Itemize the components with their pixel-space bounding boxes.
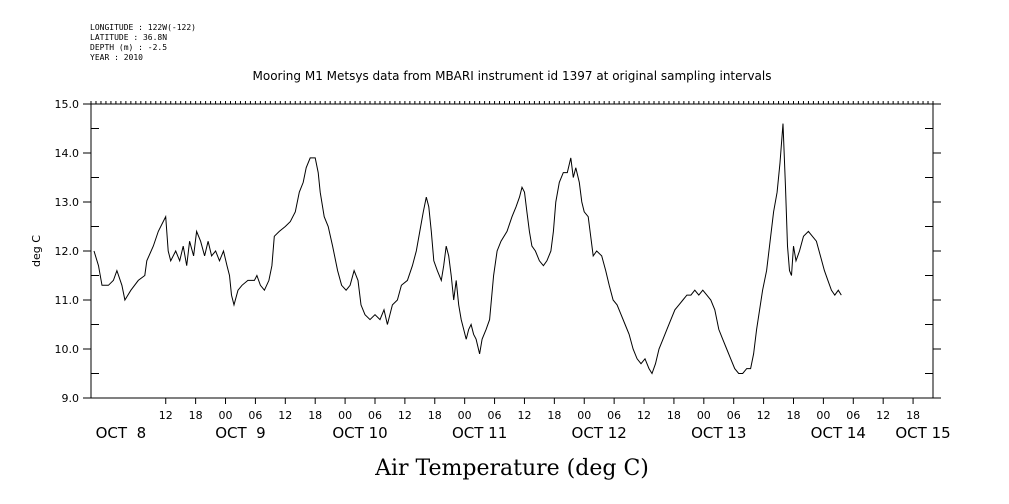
latitude-label: LATITUDE : 36.8N xyxy=(90,33,167,42)
y-tick-label: 14.0 xyxy=(55,147,80,160)
y-axis: 9.0 10.0 11.0 12.0 13.0 14.0 15.0 xyxy=(55,98,941,405)
x-tick-label: 18 xyxy=(547,409,561,422)
x-tick-label: 06 xyxy=(488,409,502,422)
x-axis: 12 18 00 06 12 18 00 06 12 18 00 06 12 18 00 06 12 18 00 06… xyxy=(96,398,951,442)
x-tick-label: 18 xyxy=(667,409,681,422)
y-tick-label: 10.0 xyxy=(55,343,80,356)
day-label: OCT 13 xyxy=(691,424,746,442)
x-tick-label: 06 xyxy=(727,409,741,422)
y-tick-label: 9.0 xyxy=(62,392,80,405)
x-tick-label: 12 xyxy=(637,409,651,422)
x-tick-label: 18 xyxy=(906,409,920,422)
chart-title: Mooring M1 Metsys data from MBARI instru… xyxy=(253,69,772,83)
x-tick-label: 06 xyxy=(846,409,860,422)
x-tick-label: 00 xyxy=(816,409,830,422)
day-label: OCT 9 xyxy=(215,424,266,442)
y-axis-label: deg C xyxy=(30,235,43,267)
x-tick-label: 18 xyxy=(428,409,442,422)
series-layer xyxy=(93,123,842,375)
x-tick-label: 00 xyxy=(697,409,711,422)
year-label: YEAR : 2010 xyxy=(90,53,143,62)
y-tick-label: 11.0 xyxy=(55,294,80,307)
x-tick-label: 06 xyxy=(368,409,382,422)
x-tick-label: 12 xyxy=(876,409,890,422)
x-tick-label: 18 xyxy=(189,409,203,422)
day-label: OCT 15 xyxy=(895,424,950,442)
day-label: OCT 10 xyxy=(332,424,387,442)
x-tick-label: 06 xyxy=(607,409,621,422)
day-label: OCT 11 xyxy=(452,424,507,442)
day-label: OCT 12 xyxy=(572,424,627,442)
plot-frame xyxy=(90,103,934,399)
x-tick-label: 12 xyxy=(757,409,771,422)
x-tick-label: 18 xyxy=(786,409,800,422)
depth-label: DEPTH (m) : -2.5 xyxy=(90,43,167,52)
series-line xyxy=(93,123,842,375)
y-tick-label: 12.0 xyxy=(55,245,80,258)
day-label: OCT 8 xyxy=(96,424,147,442)
x-tick-label: 00 xyxy=(458,409,472,422)
minor-ticks xyxy=(90,101,934,104)
x-tick-label: 12 xyxy=(517,409,531,422)
y-tick-label: 13.0 xyxy=(55,196,80,209)
x-tick-label: 00 xyxy=(338,409,352,422)
x-tick-label: 00 xyxy=(577,409,591,422)
x-tick-label: 00 xyxy=(219,409,233,422)
longitude-label: LONGITUDE : 122W(-122) xyxy=(90,23,196,32)
y-tick-label: 15.0 xyxy=(55,98,80,111)
metadata-block: LONGITUDE : 122W(-122) LATITUDE : 36.8N … xyxy=(90,23,196,62)
x-tick-label: 06 xyxy=(248,409,262,422)
x-tick-label: 12 xyxy=(278,409,292,422)
x-tick-label: 18 xyxy=(308,409,322,422)
day-label: OCT 14 xyxy=(811,424,866,442)
x-axis-label: Air Temperature (deg C) xyxy=(374,456,649,481)
x-tick-label: 12 xyxy=(159,409,173,422)
x-tick-label: 12 xyxy=(398,409,412,422)
